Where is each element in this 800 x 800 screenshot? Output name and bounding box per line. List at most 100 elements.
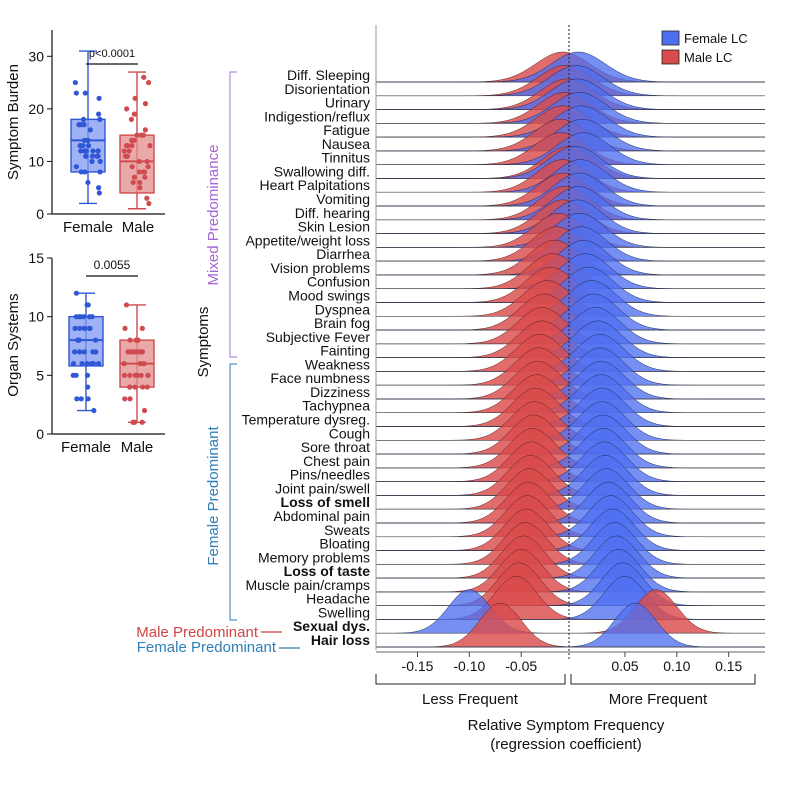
data-point bbox=[127, 396, 133, 402]
data-point bbox=[133, 337, 139, 343]
symptom-label: Joint pain/swell bbox=[275, 480, 370, 496]
data-point bbox=[76, 337, 82, 343]
data-point bbox=[76, 122, 82, 128]
symptom-label: Subjective Fever bbox=[266, 329, 371, 345]
x-tick-label: -0.15 bbox=[402, 658, 434, 674]
data-point bbox=[145, 164, 151, 170]
data-point bbox=[132, 95, 138, 101]
data-point bbox=[96, 190, 102, 196]
symptom-label: Tachypnea bbox=[302, 398, 370, 414]
data-point bbox=[85, 384, 91, 390]
symptom-label: Skin Lesion bbox=[298, 219, 370, 235]
data-point bbox=[83, 153, 89, 159]
female-predominant-bracket bbox=[229, 363, 237, 621]
symptom-label: Vomiting bbox=[316, 191, 370, 207]
symptom-label: Diarrhea bbox=[316, 246, 370, 262]
more-frequent-bracket bbox=[570, 674, 756, 685]
data-point bbox=[130, 179, 136, 186]
data-point bbox=[70, 372, 76, 378]
symptom-label: Cough bbox=[329, 425, 370, 441]
legend-swatch-male bbox=[661, 49, 680, 65]
data-point bbox=[144, 158, 150, 165]
data-point bbox=[137, 349, 143, 355]
x-tick-label: -0.05 bbox=[505, 658, 537, 674]
data-point bbox=[74, 396, 80, 402]
data-point bbox=[132, 384, 138, 390]
data-point bbox=[121, 361, 127, 367]
ridge-row bbox=[375, 522, 766, 565]
x-tick-label: Male bbox=[121, 439, 154, 456]
x-tick-label: Female bbox=[61, 439, 111, 456]
x-tick-label: 0.05 bbox=[611, 658, 638, 674]
data-point bbox=[137, 361, 143, 367]
symptom-label: Vision problems bbox=[271, 260, 370, 276]
data-point bbox=[82, 90, 88, 96]
symptom-label: Mood swings bbox=[288, 287, 370, 303]
data-point bbox=[89, 314, 95, 320]
data-point bbox=[131, 111, 137, 117]
data-point bbox=[97, 116, 103, 122]
symptom-labels: Diff. SleepingDisorientationUrinaryIndig… bbox=[242, 67, 371, 648]
data-point bbox=[78, 396, 84, 402]
ridge-row bbox=[375, 549, 766, 593]
data-point bbox=[87, 127, 93, 133]
data-point bbox=[90, 361, 97, 367]
data-point bbox=[123, 302, 130, 308]
x-axis-title: Relative Symptom Frequency bbox=[468, 717, 665, 734]
data-point bbox=[92, 337, 99, 343]
symptom-label: Disorientation bbox=[284, 81, 370, 97]
data-point bbox=[139, 419, 145, 425]
data-point bbox=[144, 195, 150, 201]
symptom-label: Temperature dysreg. bbox=[242, 412, 370, 428]
data-point bbox=[128, 116, 135, 122]
data-point bbox=[141, 74, 147, 80]
symptom-burden-y-axis: 0 10 20 30 bbox=[28, 30, 165, 222]
organ-systems-boxes bbox=[68, 290, 155, 425]
data-point bbox=[80, 314, 87, 320]
symptom-label: Loss of taste bbox=[284, 563, 371, 579]
data-point bbox=[90, 148, 96, 154]
symptom-label: Pins/needles bbox=[290, 467, 370, 483]
data-point bbox=[142, 174, 148, 180]
data-point bbox=[121, 148, 127, 154]
data-point bbox=[122, 325, 128, 331]
data-point bbox=[96, 185, 102, 191]
organ-systems-panel: Organ Systems 0 5 10 15 0.0055 Female Male bbox=[5, 250, 165, 456]
mixed-predominance-bracket bbox=[229, 71, 237, 358]
less-frequent-label: Less Frequent bbox=[422, 691, 519, 708]
symptom-label: Face numbness bbox=[270, 370, 370, 386]
data-point bbox=[132, 372, 138, 378]
data-point bbox=[127, 372, 133, 378]
symptom-label: Tinnitus bbox=[321, 150, 370, 166]
symptom-label: Confusion bbox=[307, 274, 370, 290]
mixed-predominance-label: Mixed Predominance bbox=[205, 145, 222, 286]
data-point bbox=[77, 349, 83, 355]
data-point bbox=[131, 174, 137, 180]
y-tick-label: 20 bbox=[28, 101, 44, 117]
data-point bbox=[125, 349, 131, 355]
y-tick-label: 0 bbox=[36, 426, 44, 442]
x-axis-subtitle: (regression coefficient) bbox=[490, 736, 641, 753]
female-density bbox=[375, 589, 766, 634]
ridge-row bbox=[375, 535, 766, 579]
x-tick-label: 0.10 bbox=[663, 658, 690, 674]
female-density bbox=[375, 549, 766, 593]
symptom-label: Appetite/weight loss bbox=[245, 232, 370, 248]
data-point bbox=[136, 158, 142, 165]
y-tick-label: 10 bbox=[28, 309, 44, 325]
data-point bbox=[85, 396, 91, 402]
ridge-row bbox=[375, 441, 766, 482]
symptom-label: Swelling bbox=[318, 604, 370, 620]
ridgeline-x-axis: -0.15 -0.10 -0.05 0.05 0.10 0.15 bbox=[402, 652, 743, 674]
symptom-label: Muscle pain/cramps bbox=[246, 577, 371, 593]
y-tick-label: 5 bbox=[36, 367, 44, 383]
symptom-label: Sexual dys. bbox=[293, 618, 370, 634]
male-density bbox=[375, 576, 766, 620]
ridge-row bbox=[375, 428, 766, 469]
data-point bbox=[140, 384, 146, 390]
ridge-row bbox=[375, 495, 766, 538]
symptom-label: Sore throat bbox=[301, 439, 370, 455]
data-point bbox=[137, 185, 143, 191]
data-point bbox=[72, 349, 78, 355]
